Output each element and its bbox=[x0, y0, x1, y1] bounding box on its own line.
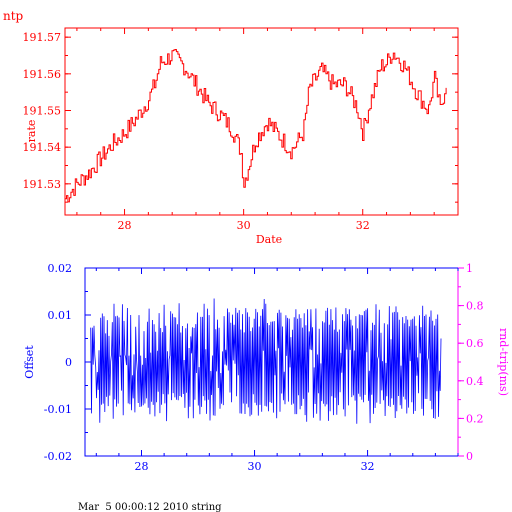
rate-plot-frame bbox=[64, 27, 459, 216]
offset-chart: -0.02 -0.01 0 0.01 0.02 0 0.2 0.4 0.6 0.8 1 28 30 3… bbox=[23, 262, 510, 473]
rate-x-tick-label: 32 bbox=[356, 219, 370, 232]
offset-y-tick-label: -0.01 bbox=[44, 403, 72, 416]
rate-chart: ntp 191.53 191.54 191.55 191.56 191.57 28 30 3… bbox=[3, 9, 459, 246]
footer-timestamp: Mar 5 00:00:12 2010 string bbox=[78, 502, 222, 512]
rate-x-axis: 28 30 32 bbox=[76, 28, 459, 232]
offset-x-tick-label: 32 bbox=[361, 460, 375, 473]
rndtrip-y-tick-label: 1 bbox=[466, 262, 473, 275]
offset-series-line bbox=[90, 298, 442, 424]
rate-y-axis-label: rate bbox=[25, 120, 38, 143]
rate-y-tick-label: 191.57 bbox=[23, 31, 62, 44]
rate-y-tick-label: 191.55 bbox=[23, 105, 62, 118]
rate-chart-title: ntp bbox=[3, 9, 24, 23]
offset-y-tick-label: -0.02 bbox=[44, 450, 72, 463]
rate-x-tick-label: 28 bbox=[118, 219, 132, 232]
offset-y-tick-label: 0 bbox=[65, 356, 72, 369]
rate-x-tick-label: 30 bbox=[237, 219, 251, 232]
rndtrip-y-axis-label: rnd-trip(ms) bbox=[497, 328, 510, 396]
rndtrip-y-tick-label: 0.6 bbox=[466, 337, 484, 350]
offset-y-tick-label: 0.02 bbox=[48, 262, 73, 275]
rate-y-axis: 191.53 191.54 191.55 191.56 191.57 bbox=[23, 31, 458, 203]
rndtrip-y-tick-label: 0 bbox=[466, 450, 473, 463]
rndtrip-y-tick-label: 0.2 bbox=[466, 412, 484, 425]
rndtrip-y-axis: 0 0.2 0.4 0.6 0.8 1 bbox=[458, 262, 484, 463]
rndtrip-y-tick-label: 0.8 bbox=[466, 300, 484, 313]
offset-y-axis-label: Offset bbox=[23, 345, 36, 379]
offset-y-tick-label: 0.01 bbox=[48, 309, 73, 322]
offset-x-tick-label: 30 bbox=[248, 460, 262, 473]
rate-y-tick-label: 191.53 bbox=[23, 178, 62, 191]
rate-y-tick-label: 191.54 bbox=[23, 141, 62, 154]
rndtrip-y-tick-label: 0.4 bbox=[466, 375, 484, 388]
offset-x-axis: 28 30 32 bbox=[95, 268, 459, 473]
offset-y-axis: -0.02 -0.01 0 0.01 0.02 bbox=[44, 262, 91, 463]
rate-y-tick-label: 191.56 bbox=[23, 68, 62, 81]
rate-series-line bbox=[65, 49, 447, 203]
rate-x-axis-label: Date bbox=[256, 233, 282, 246]
offset-x-tick-label: 28 bbox=[135, 460, 149, 473]
